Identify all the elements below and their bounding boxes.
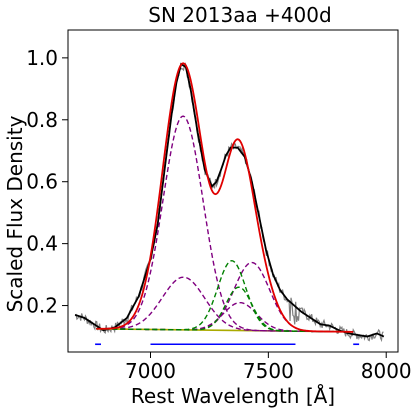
chart-title: SN 2013aa +400d — [148, 3, 331, 27]
y-tick-label: 0.8 — [26, 108, 58, 132]
x-axis-label: Rest Wavelength [Å] — [131, 384, 335, 408]
axis-ticks: 7000 7500 8000 0.2 0.4 0.6 0.8 1.0 — [26, 46, 411, 383]
y-axis-label: Scaled Flux Density — [3, 115, 27, 312]
smoothed-spectrum — [74, 62, 385, 338]
total-fit — [96, 62, 354, 333]
plot-area — [74, 62, 385, 346]
y-tick-label: 0.6 — [26, 170, 58, 194]
y-tick-label: 0.4 — [26, 232, 58, 256]
y-tick-label: 1.0 — [26, 46, 58, 70]
x-tick-label: 7500 — [243, 359, 294, 383]
observed-spectrum — [74, 62, 384, 343]
plot-frame — [67, 29, 399, 353]
fit-component-1 — [96, 115, 354, 333]
y-tick-label: 0.2 — [26, 294, 58, 318]
x-tick-label: 8000 — [361, 359, 412, 383]
x-tick-label: 7000 — [125, 359, 176, 383]
